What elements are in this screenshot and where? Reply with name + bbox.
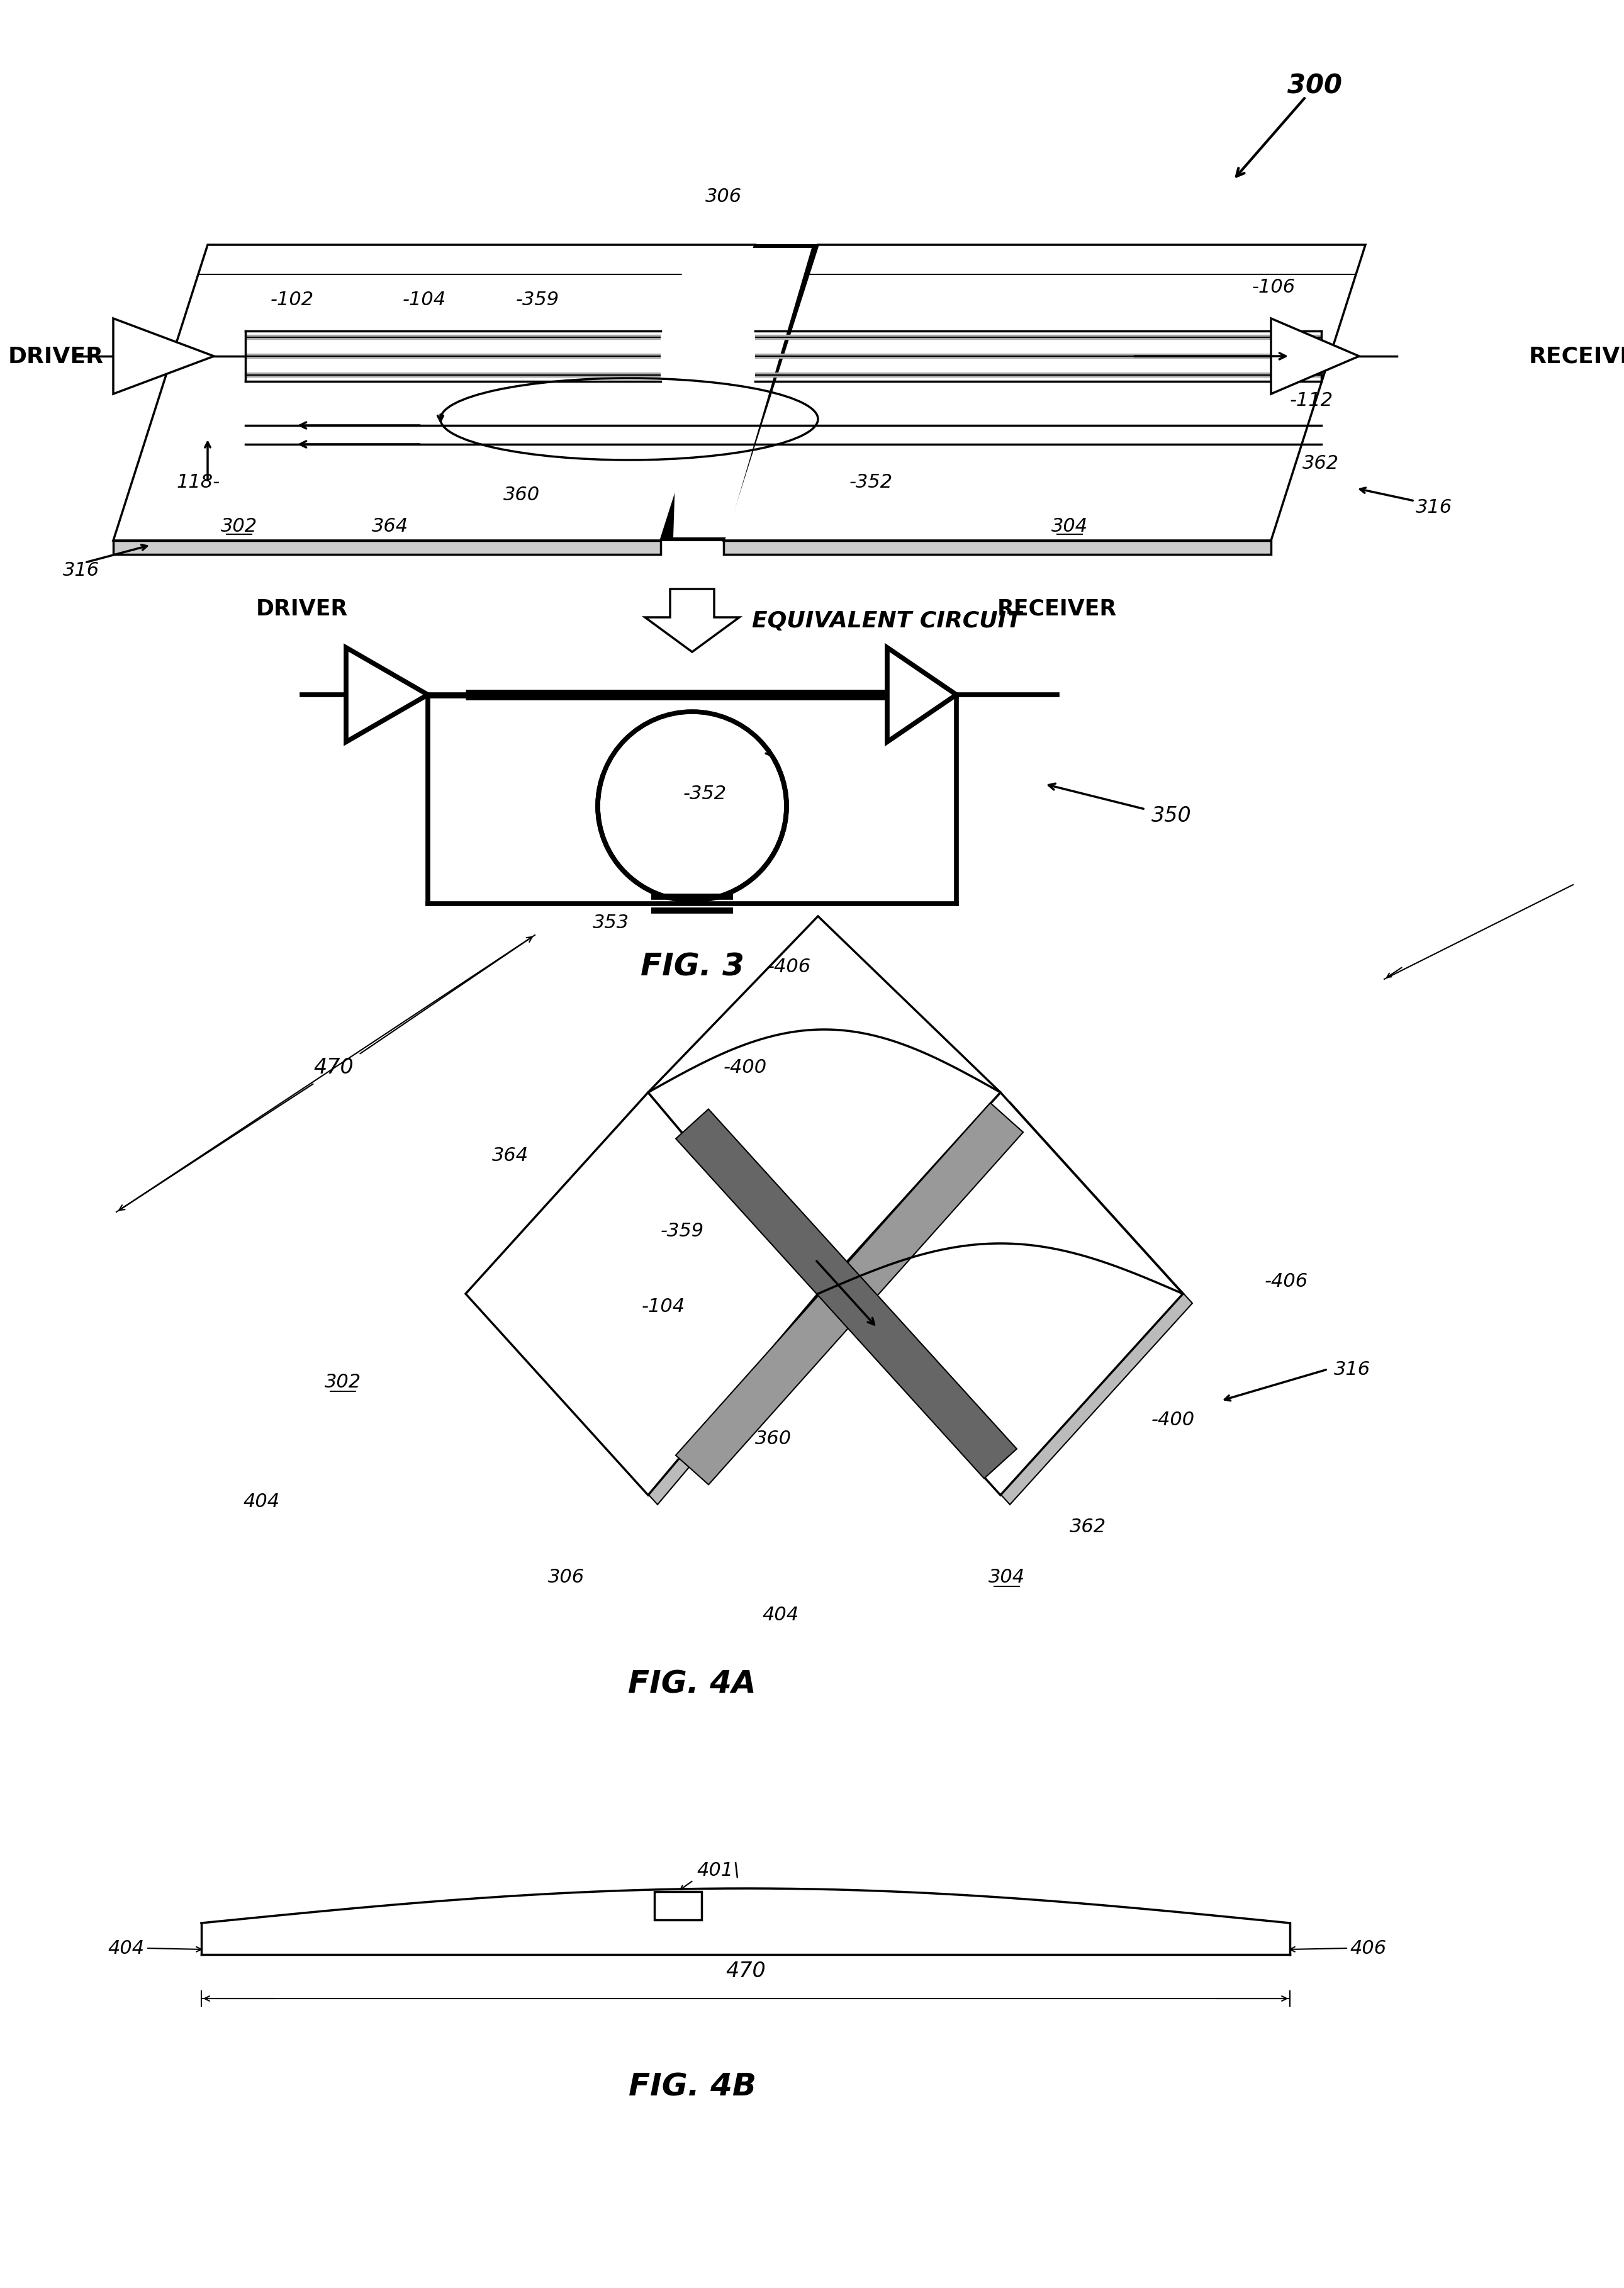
Text: FIG. 3: FIG. 3 (640, 952, 744, 982)
Text: 404: 404 (109, 1940, 145, 1959)
Text: 306: 306 (547, 1567, 585, 1586)
Polygon shape (346, 648, 427, 741)
Text: -359: -359 (661, 1222, 705, 1240)
Text: 404: 404 (244, 1492, 279, 1510)
Polygon shape (827, 1103, 1192, 1506)
Text: 118-: 118- (177, 474, 221, 492)
Text: -406: -406 (768, 959, 810, 977)
Polygon shape (466, 1094, 818, 1496)
Bar (654, 1892, 702, 1920)
Text: 300: 300 (1288, 73, 1343, 98)
Text: -359: -359 (516, 291, 559, 309)
Text: -352: -352 (849, 474, 893, 492)
Text: -104: -104 (403, 291, 447, 309)
Text: DRIVER: DRIVER (8, 345, 104, 368)
Text: FIG. 4A: FIG. 4A (628, 1668, 757, 1700)
Text: 360: 360 (503, 485, 539, 503)
Text: -106: -106 (1252, 279, 1296, 297)
Polygon shape (648, 917, 1000, 1295)
Text: 304: 304 (1051, 517, 1088, 535)
Polygon shape (818, 1094, 1182, 1496)
Text: RECEIVER: RECEIVER (997, 597, 1117, 620)
Text: -104: -104 (641, 1297, 685, 1316)
Text: 353: 353 (593, 913, 628, 931)
Text: 316: 316 (63, 561, 99, 579)
Text: 304: 304 (989, 1567, 1025, 1586)
Text: 470: 470 (313, 1057, 354, 1078)
Text: 404: 404 (763, 1606, 799, 1624)
Polygon shape (676, 1103, 1023, 1485)
Text: EQUIVALENT CIRCUIT: EQUIVALENT CIRCUIT (752, 611, 1021, 631)
Polygon shape (114, 245, 755, 540)
Polygon shape (1272, 318, 1359, 394)
Polygon shape (724, 245, 1366, 540)
Text: DRIVER: DRIVER (257, 597, 348, 620)
Text: -102: -102 (271, 291, 313, 309)
Text: 406: 406 (1350, 1940, 1387, 1959)
Text: 350: 350 (1151, 805, 1192, 826)
Text: -406: -406 (1265, 1272, 1309, 1290)
Text: 302: 302 (221, 517, 257, 535)
Text: 306: 306 (705, 188, 742, 206)
Text: FIG. 4B: FIG. 4B (628, 2071, 757, 2103)
Polygon shape (476, 1103, 827, 1506)
Polygon shape (676, 1110, 1017, 1478)
Text: 360: 360 (755, 1430, 791, 1448)
Text: 401\: 401\ (697, 1860, 739, 1878)
Text: 316: 316 (1333, 1361, 1371, 1380)
Polygon shape (724, 540, 1272, 556)
Text: -352: -352 (684, 785, 726, 803)
Text: 316: 316 (1416, 499, 1452, 517)
Text: -400: -400 (1151, 1412, 1195, 1430)
Polygon shape (114, 318, 214, 394)
Text: 302: 302 (325, 1373, 361, 1391)
Text: 362: 362 (1302, 455, 1340, 474)
Polygon shape (674, 249, 812, 538)
Text: RECEIVER: RECEIVER (1528, 345, 1624, 368)
Polygon shape (887, 648, 957, 741)
Polygon shape (645, 590, 739, 652)
Text: 364: 364 (372, 517, 408, 535)
Text: 362: 362 (1070, 1517, 1106, 1535)
Polygon shape (114, 540, 661, 556)
Text: -400: -400 (724, 1059, 767, 1078)
Text: 364: 364 (492, 1146, 528, 1165)
Text: 470: 470 (726, 1961, 765, 1981)
Polygon shape (661, 245, 818, 540)
Text: -112: -112 (1289, 391, 1333, 410)
